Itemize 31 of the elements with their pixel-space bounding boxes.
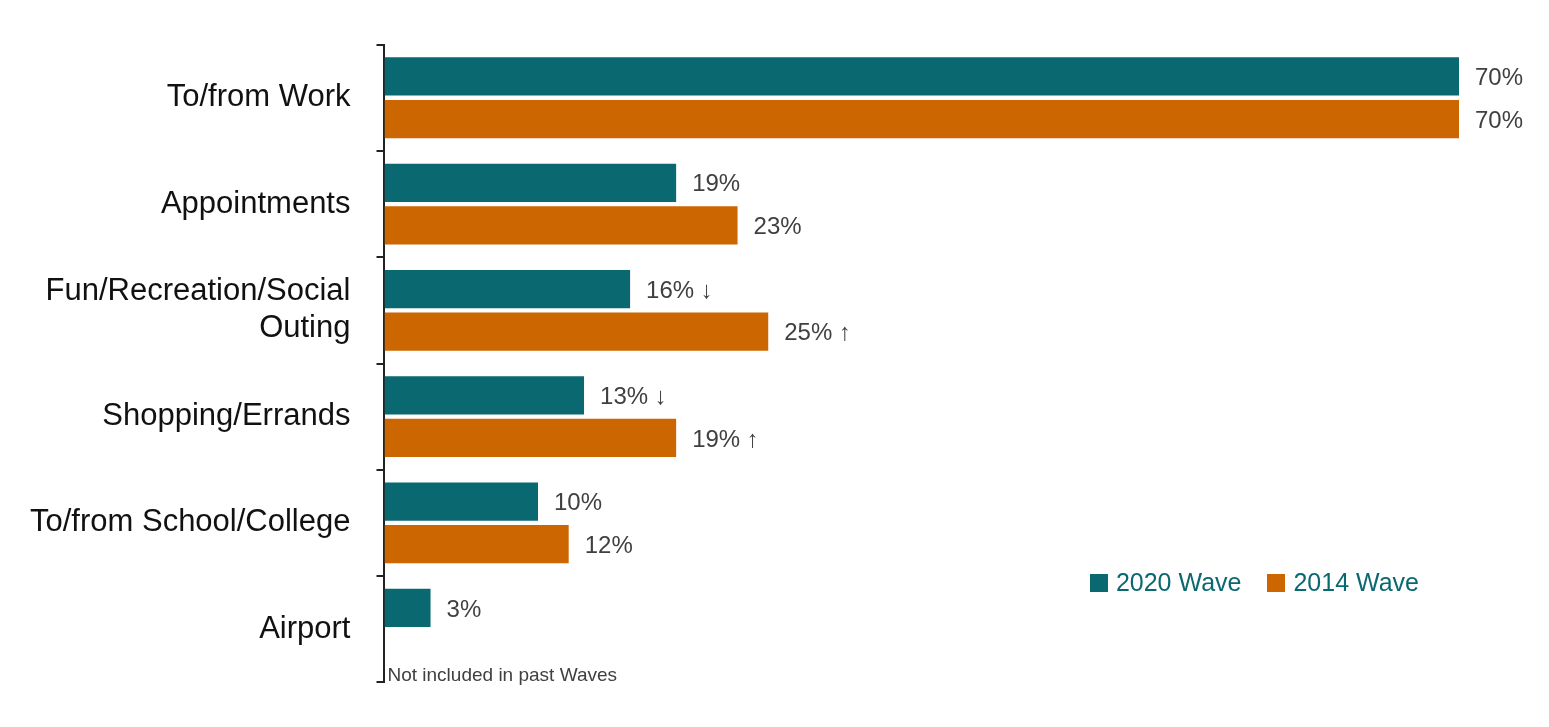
data-label: 70% — [1475, 63, 1524, 91]
legend-label: 2020 Wave — [1115, 568, 1242, 597]
y-tick-label: Shopping/Errands — [102, 397, 351, 433]
y-tick-label: To/from School/College — [29, 503, 351, 539]
annotation: Not included in past Waves — [387, 664, 618, 686]
data-label: 19% — [692, 169, 741, 197]
data-label: 25% ↑ — [784, 318, 851, 346]
data-label: 70% — [1475, 105, 1524, 133]
bar — [384, 525, 569, 564]
data-label: 19% ↑ — [692, 424, 759, 452]
y-tick-label: To/from Work — [166, 78, 351, 114]
bar — [384, 418, 677, 458]
bar — [384, 482, 538, 521]
bar — [384, 269, 631, 309]
data-label: 12% — [584, 530, 633, 558]
legend-label: 2014 Wave — [1293, 568, 1419, 597]
y-tick-label: Airport — [259, 609, 351, 645]
bar — [384, 163, 677, 202]
bar — [384, 376, 585, 415]
data-label: 23% — [753, 211, 802, 239]
data-label: 13% ↓ — [600, 382, 667, 410]
y-tick-label: Appointments — [160, 184, 351, 220]
bar — [384, 312, 769, 351]
bar — [384, 99, 1459, 139]
y-tick-label: Fun/Recreation/Social Outing — [45, 272, 351, 345]
bar — [384, 206, 738, 245]
data-label: 10% — [553, 488, 603, 516]
data-label: 3% — [446, 594, 482, 622]
data-label: 16% ↓ — [646, 275, 713, 303]
bar — [384, 57, 1459, 96]
bar — [384, 588, 431, 628]
